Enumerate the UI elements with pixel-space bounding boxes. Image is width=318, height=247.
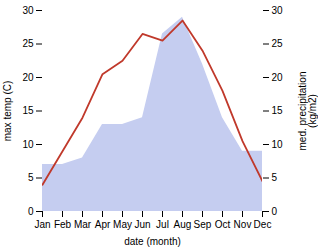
svg-text:Mar: Mar [74,219,92,230]
svg-text:5: 5 [272,172,278,183]
svg-text:10: 10 [22,139,34,150]
svg-text:date (month): date (month) [124,236,181,247]
svg-text:25: 25 [272,38,284,49]
svg-text:20: 20 [22,72,34,83]
svg-text:30: 30 [22,5,34,16]
svg-text:Apr: Apr [95,219,111,230]
svg-text:Sep: Sep [194,219,212,230]
svg-text:5: 5 [28,172,34,183]
svg-text:10: 10 [272,139,284,150]
svg-text:Jul: Jul [156,219,169,230]
svg-text:15: 15 [272,105,284,116]
svg-text:Dec: Dec [254,219,272,230]
svg-text:Oct: Oct [215,219,231,230]
svg-text:Nov: Nov [234,219,252,230]
svg-text:20: 20 [272,72,284,83]
svg-text:Jun: Jun [134,219,150,230]
svg-text:0: 0 [28,206,34,217]
svg-text:May: May [113,219,132,230]
svg-text:15: 15 [22,105,34,116]
svg-text:Feb: Feb [54,219,72,230]
svg-text:25: 25 [22,38,34,49]
svg-text:max temp (C): max temp (C) [2,81,13,142]
svg-text:med. precipitation(kg/m2): med. precipitation(kg/m2) [297,72,318,151]
svg-text:Aug: Aug [174,219,192,230]
svg-text:30: 30 [272,5,284,16]
svg-text:Jan: Jan [34,219,50,230]
svg-text:0: 0 [272,206,278,217]
